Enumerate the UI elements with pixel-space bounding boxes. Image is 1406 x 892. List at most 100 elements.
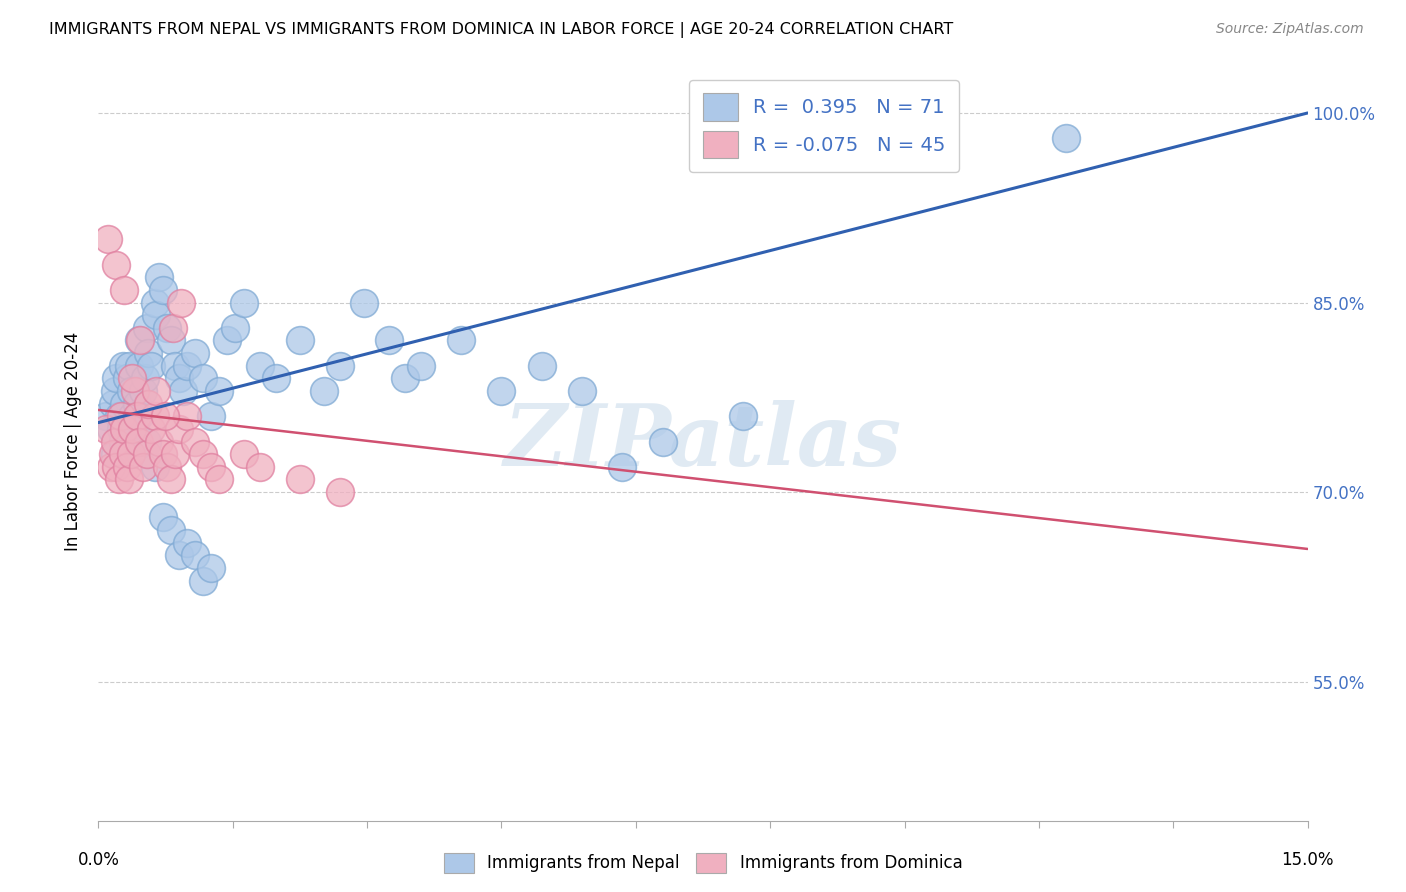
Point	[217, 334, 239, 348]
Point	[249, 459, 271, 474]
Point	[128, 409, 150, 424]
Point	[111, 434, 134, 449]
Point	[128, 359, 150, 373]
Point	[167, 371, 190, 385]
Point	[156, 321, 179, 335]
Point	[135, 321, 157, 335]
Point	[208, 473, 231, 487]
Point	[134, 371, 156, 385]
Point	[100, 422, 122, 436]
Point	[160, 334, 183, 348]
Point	[132, 459, 155, 474]
Point	[176, 535, 198, 549]
Point	[184, 434, 207, 449]
Point	[107, 473, 129, 487]
Point	[329, 485, 352, 500]
Point	[232, 295, 254, 310]
Point	[651, 434, 673, 449]
Point	[118, 359, 141, 373]
Point	[353, 295, 375, 310]
Point	[115, 459, 138, 474]
Point	[145, 384, 167, 398]
Point	[232, 447, 254, 461]
Point	[224, 321, 246, 335]
Point	[139, 359, 162, 373]
Point	[176, 409, 198, 424]
Point	[152, 283, 174, 297]
Point	[249, 359, 271, 373]
Point	[143, 459, 166, 474]
Point	[145, 308, 167, 322]
Point	[128, 434, 150, 449]
Point	[107, 409, 129, 424]
Point	[112, 396, 135, 410]
Legend: R =  0.395   N = 71, R = -0.075   N = 45: R = 0.395 N = 71, R = -0.075 N = 45	[689, 79, 959, 172]
Y-axis label: In Labor Force | Age 20-24: In Labor Force | Age 20-24	[65, 332, 83, 551]
Point	[450, 334, 472, 348]
Point	[167, 422, 190, 436]
Point	[121, 409, 143, 424]
Point	[120, 447, 142, 461]
Point	[409, 359, 432, 373]
Point	[200, 409, 222, 424]
Point	[127, 409, 149, 424]
Point	[394, 371, 416, 385]
Point	[103, 384, 125, 398]
Point	[377, 334, 399, 348]
Point	[200, 561, 222, 575]
Point	[853, 106, 876, 120]
Point	[124, 384, 146, 398]
Point	[172, 384, 194, 398]
Point	[163, 447, 186, 461]
Point	[138, 396, 160, 410]
Point	[193, 371, 215, 385]
Point	[193, 574, 215, 588]
Point	[105, 258, 128, 272]
Point	[184, 346, 207, 360]
Point	[121, 422, 143, 436]
Point	[162, 321, 184, 335]
Point	[329, 359, 352, 373]
Point	[96, 409, 118, 424]
Point	[193, 447, 215, 461]
Point	[530, 359, 553, 373]
Point	[143, 295, 166, 310]
Text: IMMIGRANTS FROM NEPAL VS IMMIGRANTS FROM DOMINICA IN LABOR FORCE | AGE 20-24 COR: IMMIGRANTS FROM NEPAL VS IMMIGRANTS FROM…	[49, 22, 953, 38]
Point	[97, 232, 120, 246]
Point	[288, 334, 311, 348]
Point	[110, 409, 132, 424]
Point	[128, 334, 150, 348]
Point	[264, 371, 287, 385]
Point	[148, 270, 170, 285]
Point	[103, 434, 125, 449]
Point	[1054, 131, 1077, 145]
Point	[163, 359, 186, 373]
Point	[129, 334, 152, 348]
Point	[571, 384, 593, 398]
Point	[127, 396, 149, 410]
Point	[96, 422, 118, 436]
Point	[105, 459, 128, 474]
Point	[314, 384, 336, 398]
Point	[160, 473, 183, 487]
Point	[143, 409, 166, 424]
Point	[118, 473, 141, 487]
Point	[115, 371, 138, 385]
Point	[156, 459, 179, 474]
Point	[112, 283, 135, 297]
Point	[111, 434, 134, 449]
Point	[101, 396, 124, 410]
Point	[176, 359, 198, 373]
Point	[139, 422, 162, 436]
Point	[112, 422, 135, 436]
Point	[612, 459, 634, 474]
Point	[124, 422, 146, 436]
Point	[103, 447, 125, 461]
Point	[138, 346, 160, 360]
Point	[120, 447, 142, 461]
Point	[208, 384, 231, 398]
Point	[135, 447, 157, 461]
Text: 0.0%: 0.0%	[77, 851, 120, 869]
Point	[288, 473, 311, 487]
Point	[135, 434, 157, 449]
